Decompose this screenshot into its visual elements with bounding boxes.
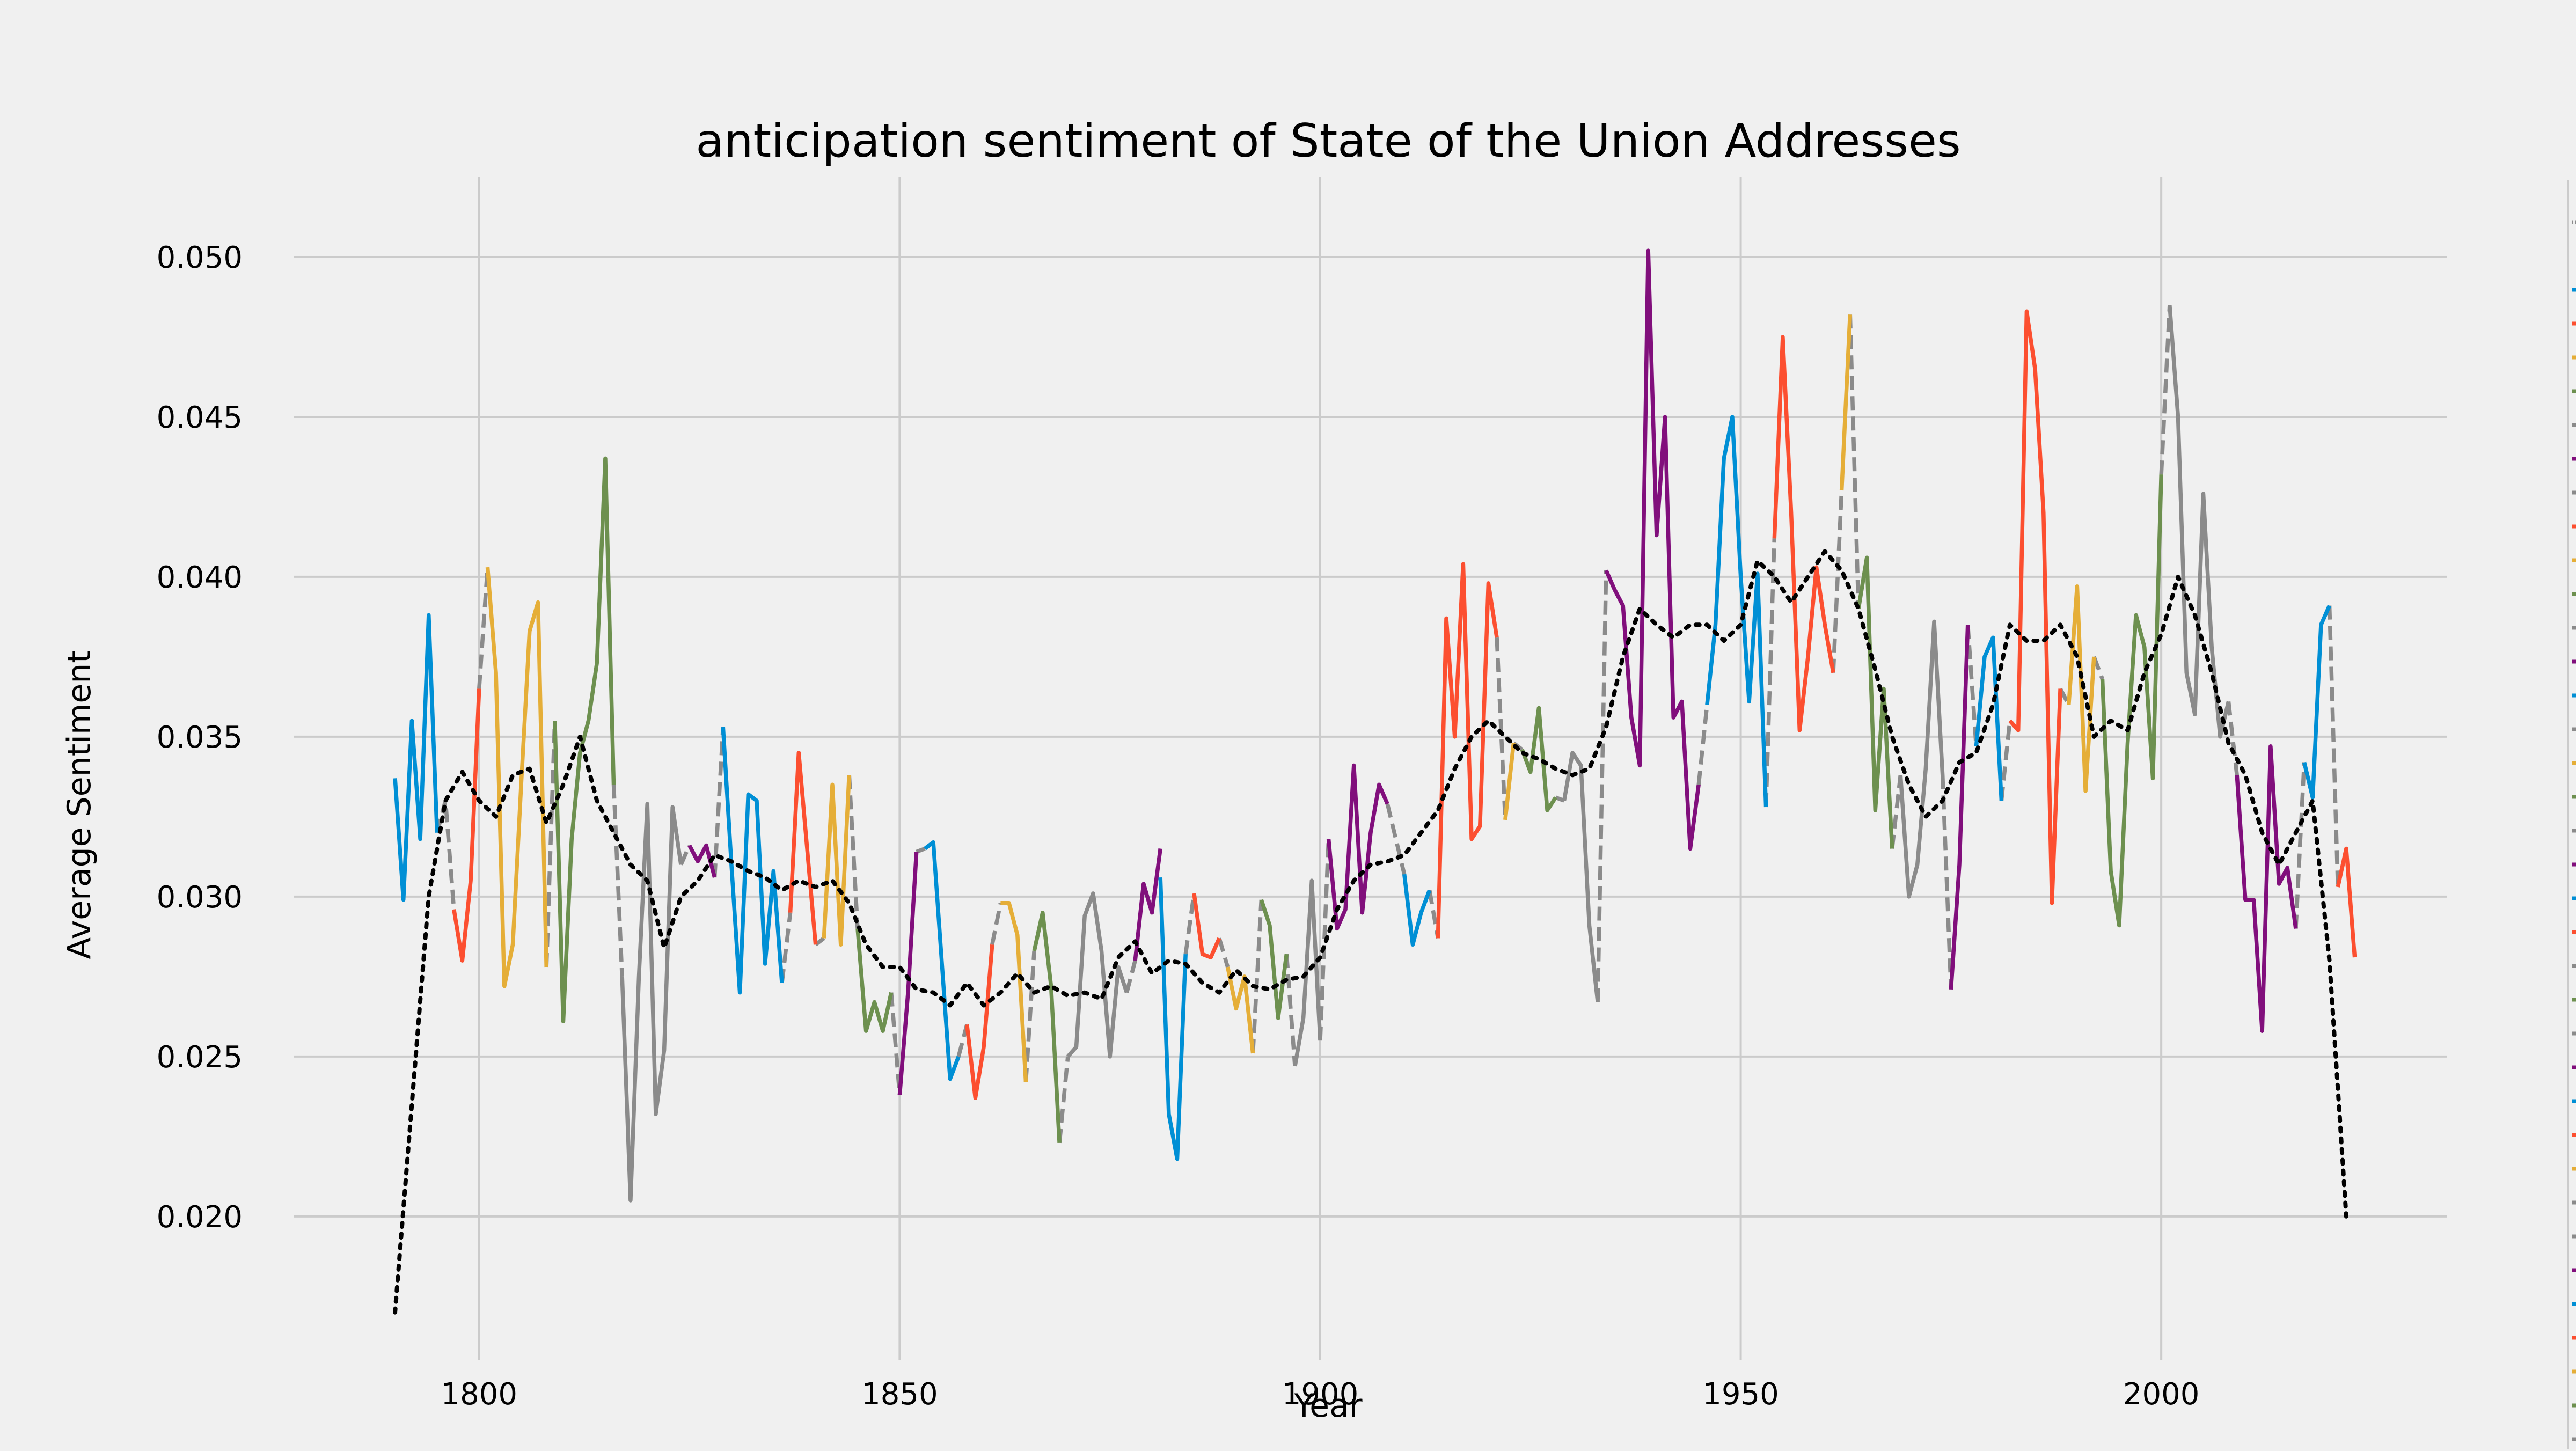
x-axis-label: Year <box>1293 1387 1362 1425</box>
series-segment <box>1898 619 1945 899</box>
transition-line <box>1057 1056 1070 1144</box>
series-segment <box>1705 415 1768 808</box>
transition-line <box>544 720 557 968</box>
transition-line <box>780 912 793 984</box>
series-segment <box>1133 848 1162 961</box>
legend-cutoff <box>2567 180 2576 1449</box>
series-segment <box>1949 625 1970 990</box>
transition-line <box>916 846 926 854</box>
transition-line <box>1596 570 1608 1002</box>
transition-line <box>1763 538 1777 808</box>
transition-line <box>1250 899 1264 1054</box>
y-tick-label: 0.045 <box>157 400 243 435</box>
series-segment <box>2100 474 2163 928</box>
series-segment <box>1839 314 1853 491</box>
moving-average-line <box>393 549 2348 1315</box>
transition-line <box>1284 954 1297 1066</box>
series-segment <box>822 775 852 947</box>
series-segment <box>2336 846 2357 958</box>
transition-line <box>2226 701 2239 775</box>
series-segment <box>1032 910 1062 1144</box>
transition-line <box>611 785 624 977</box>
series-segment <box>1503 743 1516 820</box>
transition-line <box>1428 890 1440 939</box>
series-segment <box>1326 763 1389 931</box>
transition-line <box>847 775 860 929</box>
transition-line <box>1217 937 1230 968</box>
series-segment <box>2008 309 2062 905</box>
transition-line <box>889 992 902 1095</box>
transition-line <box>990 903 1003 946</box>
transition-line <box>1831 490 1844 673</box>
transition-line <box>2327 605 2340 888</box>
y-tick-label: 0.050 <box>157 240 243 275</box>
y-tick-label: 0.030 <box>157 880 243 915</box>
x-tick-label: 2000 <box>2123 1377 2200 1412</box>
series-segment <box>485 567 548 988</box>
x-tick-label: 1850 <box>861 1377 938 1412</box>
transition-line <box>2159 305 2172 475</box>
series-segment <box>1436 562 1499 939</box>
transition-line <box>1940 775 1953 990</box>
transition-line <box>1023 950 1036 1082</box>
transition-line <box>1848 314 1861 609</box>
series-segment <box>897 852 919 1095</box>
series-segment <box>1974 635 2004 801</box>
y-tick-label: 0.035 <box>157 720 243 755</box>
series-segment <box>924 840 961 1081</box>
transition-line <box>1999 720 2012 801</box>
series-segment <box>1402 874 1432 947</box>
y-tick-label: 0.020 <box>157 1200 243 1235</box>
transition-line <box>1385 803 1407 875</box>
series-segment <box>1856 555 1894 849</box>
series-segment <box>1604 248 1701 851</box>
series-segment <box>452 688 481 963</box>
series-segment <box>721 727 784 995</box>
x-tick-label: 1900 <box>1282 1377 1359 1412</box>
series-segment <box>553 456 616 1024</box>
series-segment <box>393 613 440 902</box>
series-segment <box>1066 891 1129 1059</box>
transition-line <box>2294 762 2307 929</box>
x-tick-label: 1800 <box>441 1377 518 1412</box>
series-segment <box>788 750 818 945</box>
transition-line <box>1318 839 1331 1041</box>
series-segment <box>1520 706 1557 812</box>
chart-title: anticipation sentiment of State of the U… <box>696 114 1960 168</box>
series-segment <box>1225 966 1255 1054</box>
transition-line <box>1124 960 1137 993</box>
y-tick-label: 0.025 <box>157 1040 243 1075</box>
x-tick-label: 1950 <box>1702 1377 1779 1412</box>
series-segment <box>620 802 683 1203</box>
series-segment <box>2302 605 2332 800</box>
series-segment <box>2235 744 2298 1033</box>
series-segment <box>1562 750 1600 1002</box>
series-segment <box>1000 901 1028 1082</box>
tick-labels: 1800 1850 1900 1950 2000 0.020 0.025 0.030 0.035… <box>157 240 2200 1412</box>
series-lines <box>393 248 2357 1203</box>
series-segment <box>1158 877 1188 1161</box>
series-segment <box>2168 305 2231 739</box>
transition-line <box>1183 893 1196 955</box>
series-segment <box>1772 335 1835 732</box>
series-segment <box>1192 893 1221 959</box>
y-tick-label: 0.040 <box>157 560 243 595</box>
series-segment <box>855 928 894 1033</box>
transition-line <box>1495 637 1507 820</box>
y-axis-label: Average Sentiment <box>61 650 98 959</box>
moving-average-path <box>393 549 2348 1315</box>
transition-line <box>1696 704 1709 785</box>
transition-line <box>1890 774 1903 849</box>
series-segment <box>1259 899 1289 1021</box>
series-segment <box>965 944 994 1101</box>
transition-line <box>712 727 726 878</box>
